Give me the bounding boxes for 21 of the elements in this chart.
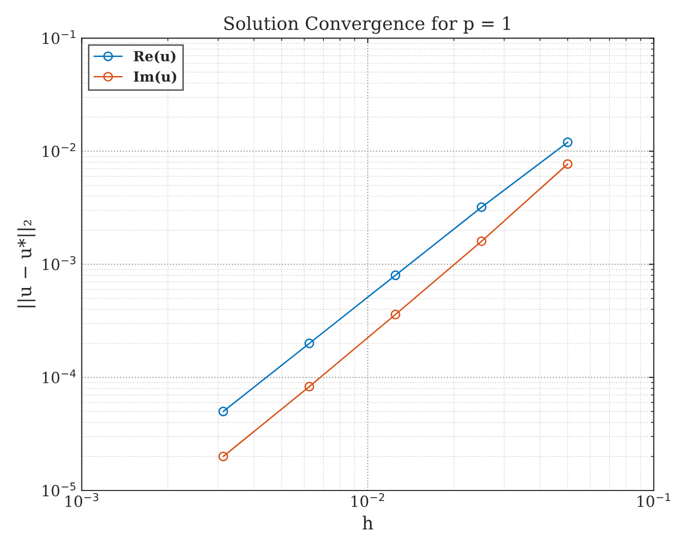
x-tick-label: 10$^{−2}$ [352,493,384,508]
chart-title: Solution Convergence for p = 1 [224,16,510,34]
point [304,382,314,392]
y-tick-label: 10$^{−2}$ [42,143,76,158]
y-axis-title: ||u − u*||₂ [17,220,36,308]
legend-label: Re(u) [134,50,176,64]
point [476,202,486,212]
point [476,236,486,246]
y-tick-label: 10$^{−3}$ [42,256,76,270]
point [562,159,573,169]
point [562,137,573,148]
y-tick-label: 10$^{−1}$ [42,30,76,44]
point [218,406,228,416]
x-axis-title: h [362,516,374,530]
point [304,338,314,348]
y-tick-label: 10$^{−4}$ [42,369,76,384]
x-tick-label: 10$^{−1}$ [638,493,670,508]
legend-label: Im(u) [134,71,176,84]
point [390,270,400,280]
point [390,310,400,320]
point [218,452,228,462]
